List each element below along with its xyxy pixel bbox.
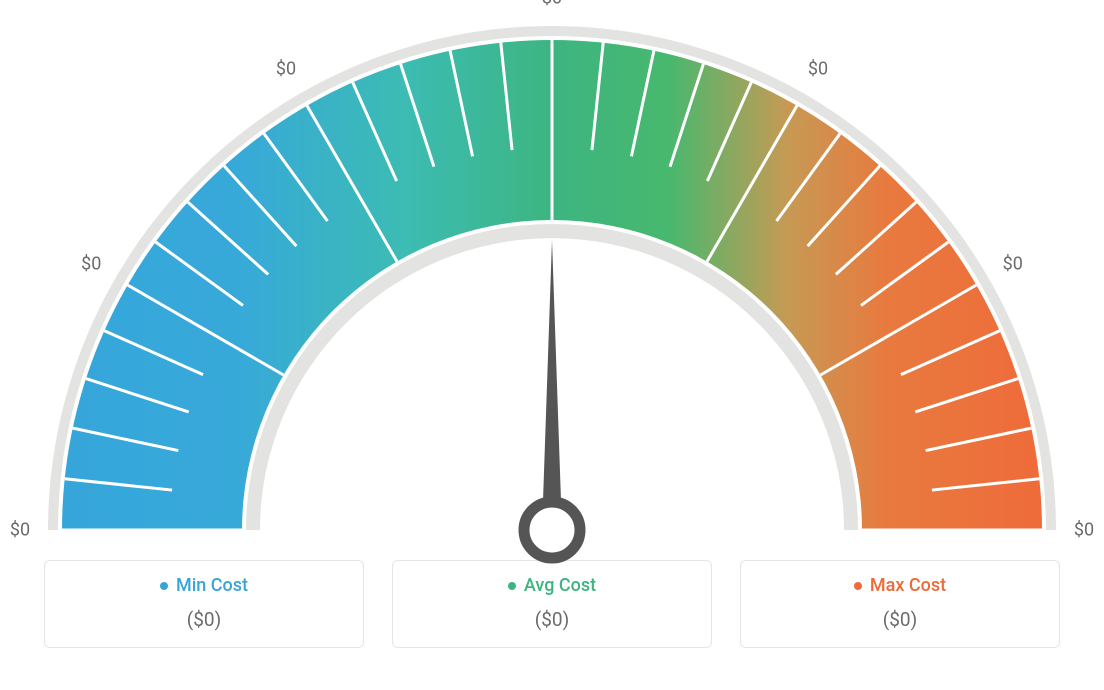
legend-value-min: ($0) (45, 608, 363, 631)
gauge-tick-label: $0 (276, 59, 296, 80)
legend-value-max: ($0) (741, 608, 1059, 631)
gauge-tick-label: $0 (10, 520, 30, 541)
gauge-tick-label: $0 (1074, 520, 1094, 541)
legend-dot-max (854, 582, 862, 590)
legend-dot-avg (508, 582, 516, 590)
gauge-tick-label: $0 (542, 0, 562, 9)
gauge-chart: $0 $0 $0 $0 $0 $0 $0 (0, 0, 1104, 560)
gauge-tick-label: $0 (808, 59, 828, 80)
gauge-svg (32, 20, 1072, 580)
gauge-tick-label: $0 (81, 254, 101, 275)
gauge-tick-label: $0 (1003, 254, 1023, 275)
legend-dot-min (160, 582, 168, 590)
legend-value-avg: ($0) (393, 608, 711, 631)
